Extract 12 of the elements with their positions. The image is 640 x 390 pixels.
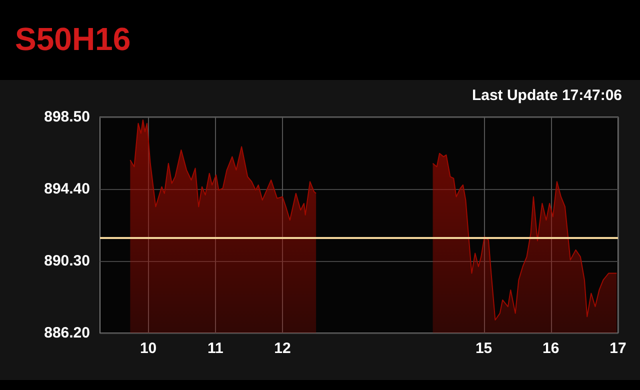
y-tick-label: 890.30 [44, 252, 90, 270]
x-tick-label: 15 [475, 340, 492, 357]
y-tick-label: 898.50 [44, 108, 90, 126]
x-tick-label: 16 [542, 340, 560, 357]
x-tick-label: 12 [274, 340, 291, 357]
chart-title: S50H16 [15, 21, 131, 57]
x-tick-label: 11 [207, 340, 224, 357]
y-tick-label: 886.20 [44, 324, 90, 342]
x-tick-label: 17 [610, 340, 626, 357]
y-tick-label: 894.40 [44, 180, 90, 198]
text: Last Update 17:47:06 [472, 87, 622, 104]
x-tick-label: 10 [140, 340, 157, 357]
